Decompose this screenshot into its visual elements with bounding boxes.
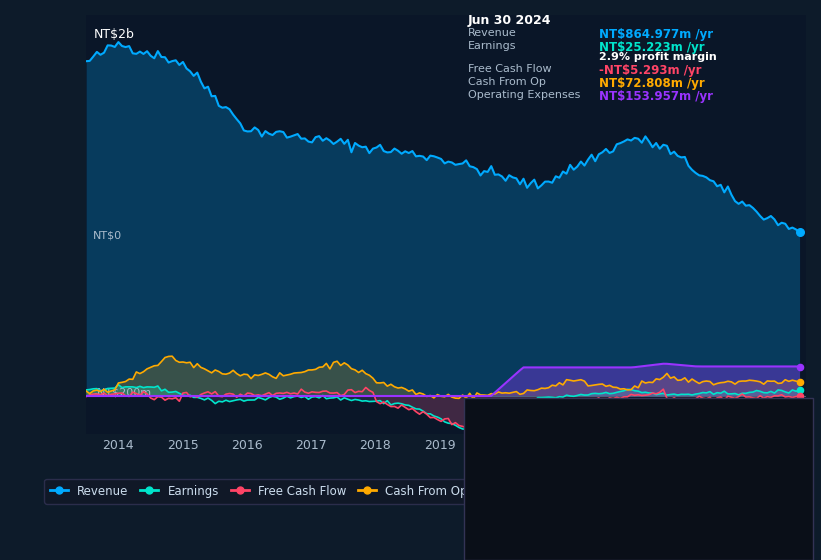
Text: NT$25.223m /yr: NT$25.223m /yr xyxy=(599,41,705,54)
Point xyxy=(793,362,806,371)
Text: Operating Expenses: Operating Expenses xyxy=(468,90,580,100)
Text: Revenue: Revenue xyxy=(468,28,516,38)
Text: Cash From Op: Cash From Op xyxy=(468,77,546,87)
Text: NT$72.808m /yr: NT$72.808m /yr xyxy=(599,77,705,90)
Text: 2.9% profit margin: 2.9% profit margin xyxy=(599,52,717,62)
Text: -NT$200m: -NT$200m xyxy=(94,387,151,397)
Text: NT$153.957m /yr: NT$153.957m /yr xyxy=(599,90,713,102)
Text: Free Cash Flow: Free Cash Flow xyxy=(468,64,552,74)
Text: NT$0: NT$0 xyxy=(94,230,122,240)
Text: Earnings: Earnings xyxy=(468,41,516,51)
Point xyxy=(793,392,806,401)
Text: Jun 30 2024: Jun 30 2024 xyxy=(468,14,552,27)
Text: NT$864.977m /yr: NT$864.977m /yr xyxy=(599,28,713,41)
Point xyxy=(793,377,806,386)
Point xyxy=(793,386,806,395)
Legend: Revenue, Earnings, Free Cash Flow, Cash From Op, Operating Expenses: Revenue, Earnings, Free Cash Flow, Cash … xyxy=(44,479,632,503)
Text: -NT$5.293m /yr: -NT$5.293m /yr xyxy=(599,64,702,77)
Text: NT$2b: NT$2b xyxy=(94,27,134,40)
Point xyxy=(793,228,806,237)
